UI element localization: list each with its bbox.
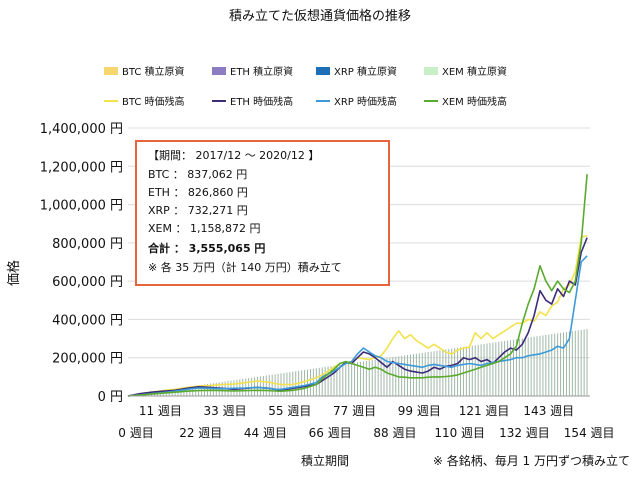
x-tick-label-row1-6: 143 週目 (523, 404, 574, 418)
y-tick-label-3: 600,000 円 (52, 275, 123, 290)
annotation-note: ※ 各 35 万円（計 140 万円）積み立て (148, 260, 342, 274)
x-tick-label-row2-4: 88 週目 (373, 426, 416, 440)
x-axis-label: 積立期間 (301, 453, 349, 468)
legend-label-0: BTC 積立原資 (122, 65, 185, 78)
x-tick-label-row2-2: 44 週目 (244, 426, 287, 440)
annotation-total: 合計 ： 3,555,065 円 (148, 241, 265, 255)
chart-title: 積み立てた仮想通貨価格の推移 (229, 8, 411, 24)
legend: BTC 積立原資 ETH 積立原資 XRP 積立原資 XEM 積立原資 BTC 時価残高… (104, 65, 507, 108)
annotation-xrp: XRP ： 732,271 円 (148, 204, 248, 217)
y-tick-label-5: 1,000,000 円 (40, 199, 123, 214)
x-tick-label-row2-0: 0 週目 (118, 426, 153, 440)
annotation-box: 【期間： 2017/12 ～ 2020/12 】 BTC ： 837,062 円… (135, 140, 390, 286)
legend-swatch-0 (104, 67, 118, 75)
y-tick-label-4: 800,000 円 (52, 237, 123, 252)
y-axis-label: 価格 (6, 260, 22, 286)
series-line-xem (127, 174, 588, 397)
annotation-eth: ETH ： 826,860 円 (148, 186, 248, 199)
footnote: ※ 各銘柄、毎月 1 万円ずつ積み立て (433, 453, 630, 468)
annotation-btc: BTC ： 837,062 円 (148, 168, 247, 181)
x-tick-label-row2-5: 110 週目 (434, 426, 485, 440)
x-tick-label-row2-1: 22 週目 (179, 426, 222, 440)
y-tick-label-6: 1,200,000 円 (40, 160, 123, 175)
x-tick-label-row1-0: 11 週目 (139, 404, 182, 418)
annotation-xem: XEM ： 1,158,872 円 (148, 222, 260, 235)
annotation-border (135, 140, 390, 286)
annotation-period: 【期間： 2017/12 ～ 2020/12 】 (148, 149, 319, 162)
x-tick-label-row1-4: 99 週目 (398, 404, 441, 418)
x-tick-label-row1-3: 77 週目 (333, 404, 376, 418)
x-tick-label-row2-7: 154 週目 (564, 426, 615, 440)
legend-swatch-2 (316, 67, 330, 75)
legend-swatch-3 (424, 67, 438, 75)
y-tick-label-1: 200,000 円 (52, 352, 123, 367)
legend-label-6: XRP 時価残高 (334, 95, 397, 108)
series-lines (127, 174, 588, 397)
series-line-btc (127, 235, 588, 397)
x-tick-label-row1-5: 121 週目 (459, 404, 510, 418)
legend-label-1: ETH 積立原資 (230, 65, 293, 78)
x-tick-label-row1-1: 33 週目 (204, 404, 247, 418)
y-tick-label-0: 0 円 (98, 390, 123, 405)
series-line-xrp (127, 255, 588, 397)
legend-label-4: BTC 時価残高 (122, 95, 185, 108)
legend-label-7: XEM 時価残高 (442, 95, 507, 108)
y-tick-label-7: 1,400,000 円 (40, 122, 123, 137)
y-tick-label-2: 400,000 円 (52, 313, 123, 328)
legend-label-5: ETH 時価残高 (230, 95, 293, 108)
x-tick-label-row2-6: 132 週目 (499, 426, 550, 440)
x-tick-label-row2-3: 66 週目 (309, 426, 352, 440)
x-axis-tick-labels: 11 週目 33 週目 55 週目 77 週目 99 週目 121 週目 143 週目 0 週… (118, 404, 614, 440)
legend-label-3: XEM 積立原資 (442, 65, 507, 78)
x-tick-label-row1-2: 55 週目 (268, 404, 311, 418)
legend-swatch-1 (212, 67, 226, 75)
legend-label-2: XRP 積立原資 (334, 65, 397, 78)
y-axis-tick-labels: 0 円 200,000 円 400,000 円 600,000 円 800,000 円 1… (40, 122, 123, 405)
